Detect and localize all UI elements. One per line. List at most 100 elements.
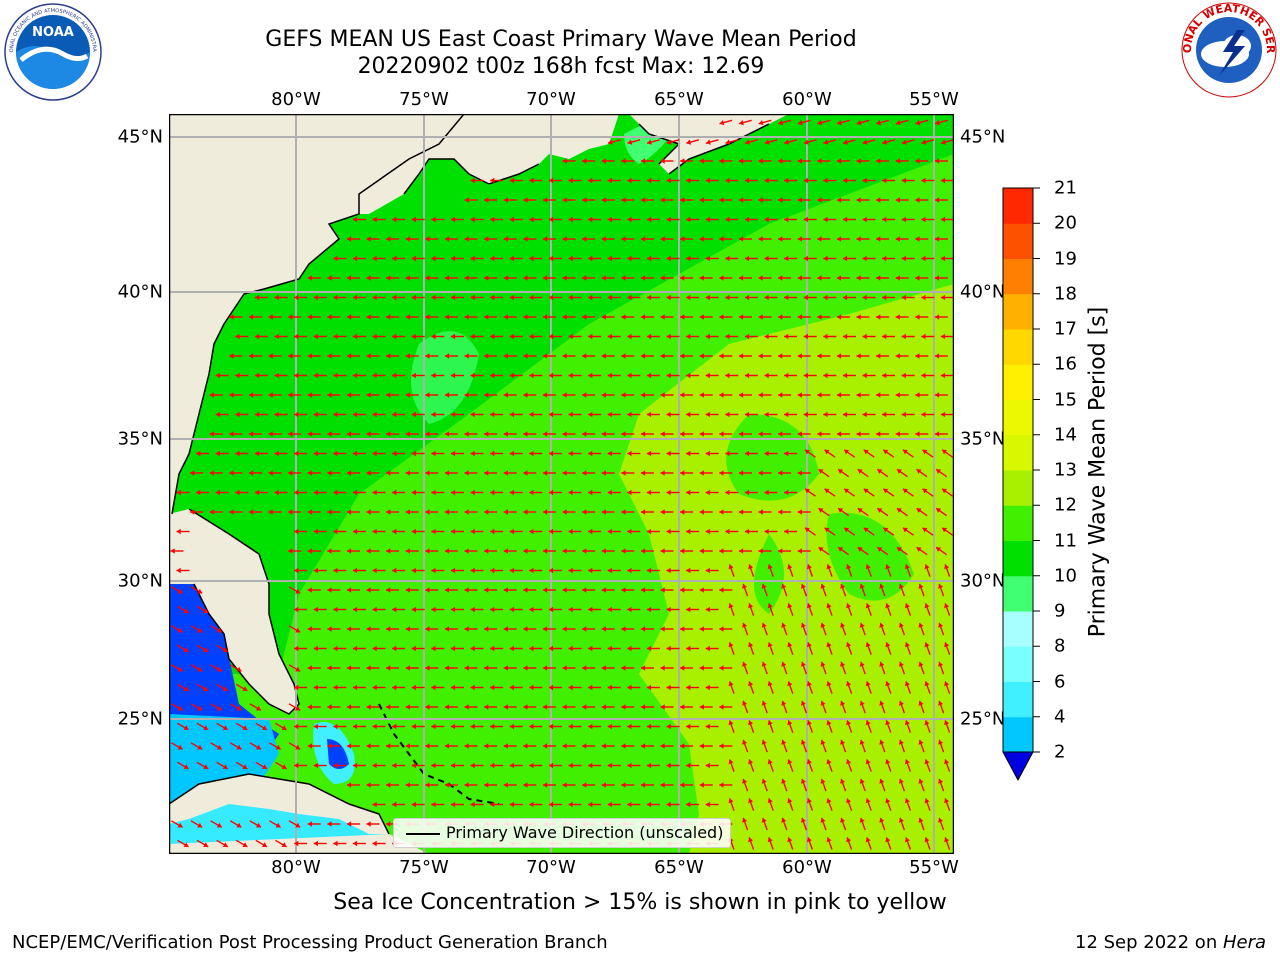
wave-direction-arrowhead (307, 743, 312, 749)
wave-direction-arrowhead (464, 548, 469, 554)
wave-direction-arrowhead (686, 294, 691, 301)
colorbar-swatch (1003, 505, 1033, 541)
wave-direction-arrowhead (680, 548, 685, 554)
wave-direction-arrowhead (523, 236, 528, 242)
wave-direction-arrowhead (627, 606, 632, 613)
wave-direction-arrowhead (588, 372, 593, 379)
wave-direction-arrowhead (865, 798, 871, 804)
wave-direction-arrowhead (838, 508, 844, 513)
wave-direction-arrowhead (621, 197, 626, 203)
wave-direction-arrowhead (352, 684, 358, 691)
wave-direction-arrowhead (837, 120, 842, 126)
wave-direction-arrowhead (934, 431, 940, 437)
wave-direction-arrowhead (859, 583, 865, 589)
wave-direction-arrowhead (898, 700, 904, 706)
wave-direction-arrowhead (405, 548, 410, 554)
colorbar-swatch (1003, 611, 1033, 647)
wave-direction-arrowhead (646, 333, 652, 340)
wave-direction-arrowhead (640, 470, 646, 476)
wave-direction-arrowhead (915, 353, 920, 359)
wave-direction-arrowhead (372, 411, 377, 418)
wave-period-zone-12-13 (619, 284, 954, 854)
wave-direction-arrowhead (568, 684, 573, 691)
lon-label-top-70w: 70°W (526, 89, 576, 110)
wave-direction-arrowhead (352, 645, 358, 652)
wave-direction-arrowhead (372, 255, 377, 262)
wave-direction-arrowhead (924, 798, 930, 804)
wave-direction-arrowhead (797, 197, 802, 203)
wave-direction-arrowhead (748, 681, 754, 687)
wave-direction-arrowhead (484, 197, 489, 203)
wave-direction-arrowhead (411, 489, 416, 496)
wave-direction-arrowhead (464, 743, 469, 749)
wave-direction-arrowhead (366, 665, 371, 671)
wave-direction-arrowhead (470, 489, 475, 496)
wave-direction-arrowhead (744, 294, 750, 301)
wave-direction-arrowhead (885, 564, 891, 570)
wave-direction-arrowhead (562, 587, 567, 593)
wave-direction-arrowhead (236, 744, 242, 750)
wave-direction-arrowhead (699, 314, 704, 320)
wave-direction-arrowhead (216, 705, 222, 711)
wave-direction-arrowhead (640, 392, 646, 398)
wave-direction-arrowhead (464, 782, 469, 788)
wave-direction-arrowhead (680, 782, 685, 788)
wave-direction-arrowhead (738, 236, 744, 242)
wave-direction-arrowhead (484, 314, 489, 320)
wave-direction-arrowhead (262, 764, 267, 769)
wave-direction-arrowhead (627, 177, 632, 184)
wave-direction-arrowhead (940, 294, 946, 301)
wave-direction-arrowhead (744, 489, 750, 496)
wave-direction-arrowhead (739, 120, 744, 126)
wave-direction-arrowhead (857, 547, 863, 552)
wave-direction-arrowhead (797, 314, 802, 320)
wave-direction-arrowhead (562, 470, 567, 476)
lon-label-bottom-80w: 80°W (271, 857, 321, 878)
colorbar-swatches (1003, 188, 1033, 753)
wave-direction-arrowhead (666, 489, 671, 496)
wave-direction-arrowhead (490, 801, 495, 808)
wave-direction-arrowhead (386, 353, 391, 359)
wave-direction-arrowhead (405, 743, 410, 749)
wave-direction-arrowhead (503, 743, 508, 749)
wave-direction-arrowhead (431, 372, 436, 379)
wave-direction-arrowhead (820, 661, 826, 667)
wave-direction-arrowhead (646, 255, 652, 262)
wave-direction-arrowhead (621, 626, 626, 632)
wave-direction-arrowhead (699, 509, 704, 515)
wave-direction-arrowhead (470, 684, 475, 691)
wave-direction-arrowhead (425, 548, 430, 554)
wave-direction-arrowhead (346, 392, 352, 398)
wave-direction-arrowhead (484, 704, 489, 710)
wave-direction-arrowhead (425, 665, 430, 671)
wave-direction-arrowhead (666, 801, 671, 808)
wave-direction-arrowhead (333, 684, 338, 691)
wave-direction-arrowhead (425, 704, 430, 710)
wave-direction-arrowhead (503, 236, 508, 242)
wave-direction-arrowhead (607, 450, 612, 457)
wave-direction-arrowhead (680, 626, 685, 632)
wave-direction-arrowhead (646, 177, 652, 184)
wave-direction-arrowhead (346, 782, 352, 788)
wave-direction-arrowhead (705, 294, 710, 301)
wave-direction-arrowhead (450, 489, 456, 496)
wave-direction-arrowhead (509, 567, 514, 574)
wave-direction-arrowhead (509, 333, 514, 340)
wave-direction-arrowhead (915, 236, 920, 242)
wave-direction-arrowhead (372, 489, 377, 496)
wave-direction-arrowhead (921, 411, 926, 418)
wave-direction-arrowhead (758, 314, 763, 320)
wave-direction-arrowhead (895, 120, 901, 126)
wave-direction-arrowhead (921, 333, 926, 340)
wave-direction-arrowhead (882, 294, 887, 301)
wave-direction-arrowhead (294, 684, 299, 691)
wave-direction-arrowhead (333, 333, 338, 340)
wave-direction-arrowhead (288, 548, 293, 554)
wave-direction-arrowhead (877, 469, 883, 474)
wave-direction-arrowhead (922, 449, 928, 455)
wave-direction-arrowhead (523, 509, 528, 515)
wave-direction-arrowhead (942, 488, 948, 494)
wave-direction-arrowhead (425, 470, 430, 476)
wave-direction-arrowhead (529, 372, 534, 379)
wave-direction-arrowhead (840, 700, 846, 706)
